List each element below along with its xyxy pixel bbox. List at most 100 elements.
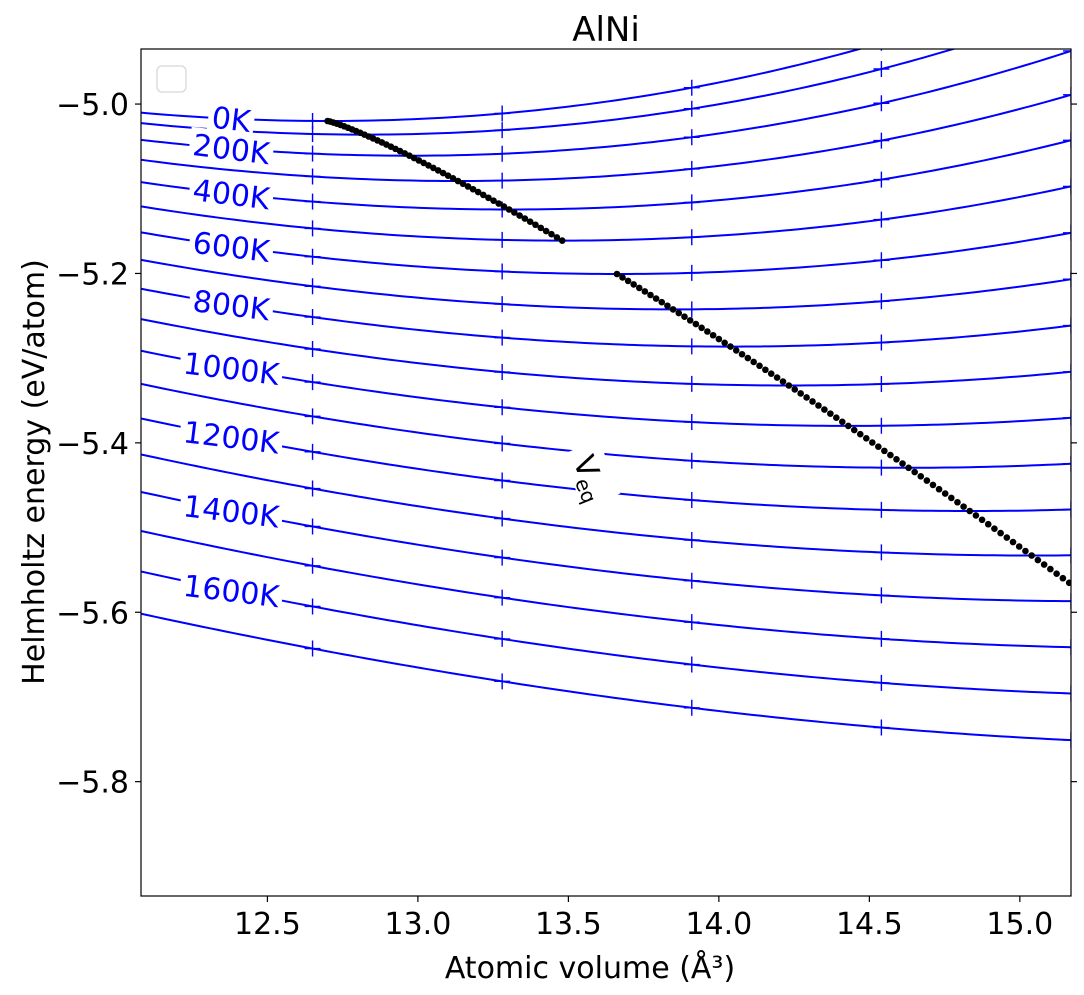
x-tick-label: 12.5 xyxy=(234,907,301,942)
x-tick-label: 14.0 xyxy=(685,907,752,942)
sample-point xyxy=(873,95,890,112)
veq-point xyxy=(444,172,452,179)
sample-point xyxy=(683,301,700,318)
sample-point xyxy=(494,630,511,647)
x-tick-label: 15.0 xyxy=(986,907,1053,942)
veq-point xyxy=(449,175,457,182)
veq-point xyxy=(929,481,937,489)
veq-point xyxy=(779,378,787,385)
sample-point xyxy=(1063,224,1071,241)
isotherm-label-text: 400K xyxy=(191,173,273,217)
veq-point xyxy=(647,291,654,299)
veq-point xyxy=(785,382,793,389)
veq-point xyxy=(966,507,974,515)
plot-frame xyxy=(140,48,1072,897)
veq-point xyxy=(430,164,437,172)
sample-point xyxy=(304,443,321,460)
isotherm-label-backdrop xyxy=(178,487,285,535)
y-tick-label: −5.8 xyxy=(56,766,129,801)
x-tick-label: 13.5 xyxy=(535,907,602,942)
veq-point xyxy=(542,227,550,235)
sample-point xyxy=(494,263,511,280)
sample-point xyxy=(873,501,890,518)
veq-point xyxy=(887,451,894,459)
veq-point xyxy=(797,390,804,397)
veq-point xyxy=(923,477,931,484)
isotherm-label-600K: 600K xyxy=(187,224,276,270)
veq-point xyxy=(652,295,660,302)
isotherm-label-backdrop xyxy=(187,171,276,216)
sample-point xyxy=(304,480,321,497)
sample-point xyxy=(304,557,321,574)
veq-point xyxy=(1022,547,1029,555)
veq-point xyxy=(709,331,717,339)
isotherm-1300K xyxy=(141,453,1071,557)
sample-point xyxy=(683,414,700,431)
veq-point xyxy=(960,503,967,510)
sample-point xyxy=(494,296,511,313)
isotherm-300K xyxy=(141,93,1071,183)
sample-point xyxy=(683,194,700,211)
sample-point xyxy=(873,376,890,393)
veq-point xyxy=(839,418,846,426)
sample-point xyxy=(873,587,890,604)
veq-point xyxy=(917,473,925,480)
sample-point xyxy=(1063,455,1071,472)
veq-point xyxy=(1047,565,1054,573)
x-axis-title-text: Atomic volume xyxy=(445,951,670,986)
sample-point xyxy=(1063,363,1071,380)
veq-point xyxy=(479,191,487,199)
veq-point xyxy=(815,402,822,409)
sample-point xyxy=(873,171,890,188)
sample-point xyxy=(1063,317,1071,334)
x-tick-label: 14.5 xyxy=(836,907,903,942)
veq-point xyxy=(681,313,688,320)
isotherm-label-1400K: 1400K xyxy=(178,487,285,536)
sample-point xyxy=(873,417,890,434)
veq-point xyxy=(732,347,740,354)
sample-point xyxy=(683,614,700,631)
veq-point xyxy=(750,358,757,366)
sample-point xyxy=(873,544,890,561)
veq-point xyxy=(439,169,447,177)
sample-point xyxy=(873,630,890,647)
sample-point xyxy=(494,510,511,527)
veq-point xyxy=(893,456,900,463)
veq-point xyxy=(715,335,723,343)
isotherm-1000K xyxy=(141,349,1071,427)
x-axis-title-unit: (Å³) xyxy=(679,950,735,986)
veq-point xyxy=(558,237,566,244)
veq-point xyxy=(1040,561,1048,568)
veq-point xyxy=(454,177,462,185)
veq-point xyxy=(511,209,518,216)
sample-point xyxy=(683,492,700,509)
sample-point xyxy=(683,229,700,246)
sample-point xyxy=(873,252,890,269)
veq-point xyxy=(669,306,677,313)
veq-point xyxy=(1065,579,1071,587)
isotherm-label-200K: 200K xyxy=(187,126,276,172)
isotherm-label-text: 1200K xyxy=(181,415,282,462)
sample-point xyxy=(1063,685,1071,702)
veq-point xyxy=(744,354,752,362)
isotherm-0K xyxy=(141,49,864,122)
sample-point xyxy=(304,248,321,265)
veq-point xyxy=(954,498,961,506)
veq-point xyxy=(474,188,482,196)
veq-point xyxy=(972,512,980,519)
veq-point xyxy=(521,215,529,222)
veq-point xyxy=(935,485,943,493)
veq-point xyxy=(698,324,705,332)
veq-point xyxy=(984,520,992,528)
sample-point xyxy=(873,211,890,228)
sample-point xyxy=(304,518,321,535)
veq-point xyxy=(526,218,534,225)
sample-point xyxy=(304,220,321,237)
sample-point xyxy=(494,435,511,452)
veq-point xyxy=(641,288,649,295)
sample-point xyxy=(873,674,890,691)
sample-point xyxy=(1063,547,1071,564)
veq-point xyxy=(664,302,671,310)
veq-point xyxy=(459,180,467,188)
isotherm-1600K xyxy=(141,570,1071,695)
